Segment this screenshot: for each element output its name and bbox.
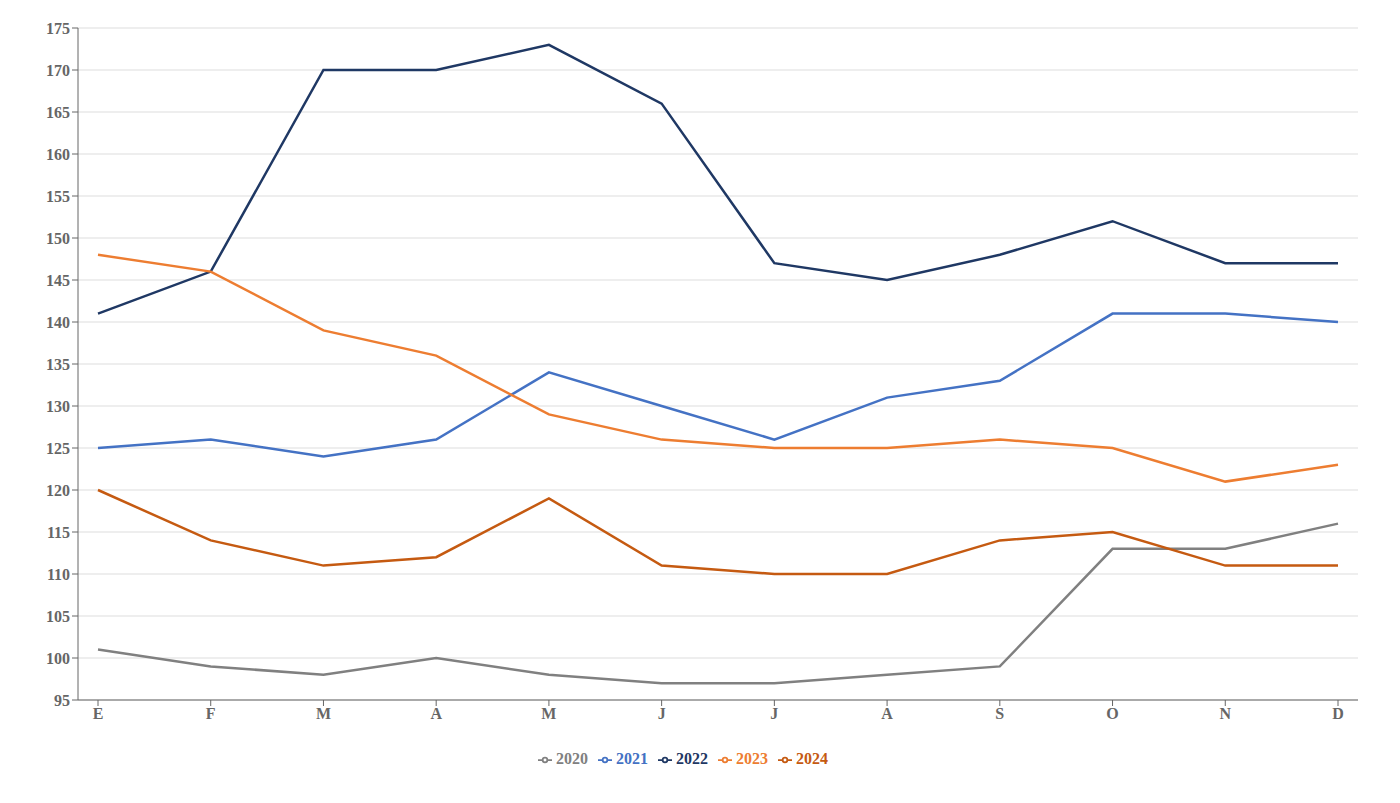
svg-text:D: D — [1332, 705, 1344, 722]
svg-text:170: 170 — [46, 62, 70, 79]
svg-text:110: 110 — [47, 566, 70, 583]
svg-text:N: N — [1219, 705, 1231, 722]
svg-text:140: 140 — [46, 314, 70, 331]
html-text:2024: 2024 — [796, 750, 828, 767]
svg-text:M: M — [316, 705, 331, 722]
svg-text:115: 115 — [47, 524, 70, 541]
svg-text:A: A — [881, 705, 893, 722]
svg-text:100: 100 — [46, 650, 70, 667]
svg-text:J: J — [770, 705, 778, 722]
html-text:2022: 2022 — [676, 750, 708, 767]
svg-text:F: F — [206, 705, 216, 722]
svg-text:130: 130 — [46, 398, 70, 415]
svg-text:125: 125 — [46, 440, 70, 457]
svg-text:J: J — [658, 705, 666, 722]
svg-text:150: 150 — [46, 230, 70, 247]
svg-text:O: O — [1106, 705, 1118, 722]
svg-text:A: A — [430, 705, 442, 722]
html-text:2020: 2020 — [556, 750, 588, 767]
html-text:2023: 2023 — [736, 750, 768, 767]
html-text:2021: 2021 — [616, 750, 648, 767]
svg-text:E: E — [93, 705, 104, 722]
svg-text:120: 120 — [46, 482, 70, 499]
svg-text:160: 160 — [46, 146, 70, 163]
svg-text:M: M — [541, 705, 556, 722]
svg-text:S: S — [995, 705, 1004, 722]
svg-text:105: 105 — [46, 608, 70, 625]
svg-text:135: 135 — [46, 356, 70, 373]
svg-text:155: 155 — [46, 188, 70, 205]
svg-text:145: 145 — [46, 272, 70, 289]
svg-text:95: 95 — [54, 692, 70, 709]
svg-text:175: 175 — [46, 20, 70, 37]
svg-text:165: 165 — [46, 104, 70, 121]
